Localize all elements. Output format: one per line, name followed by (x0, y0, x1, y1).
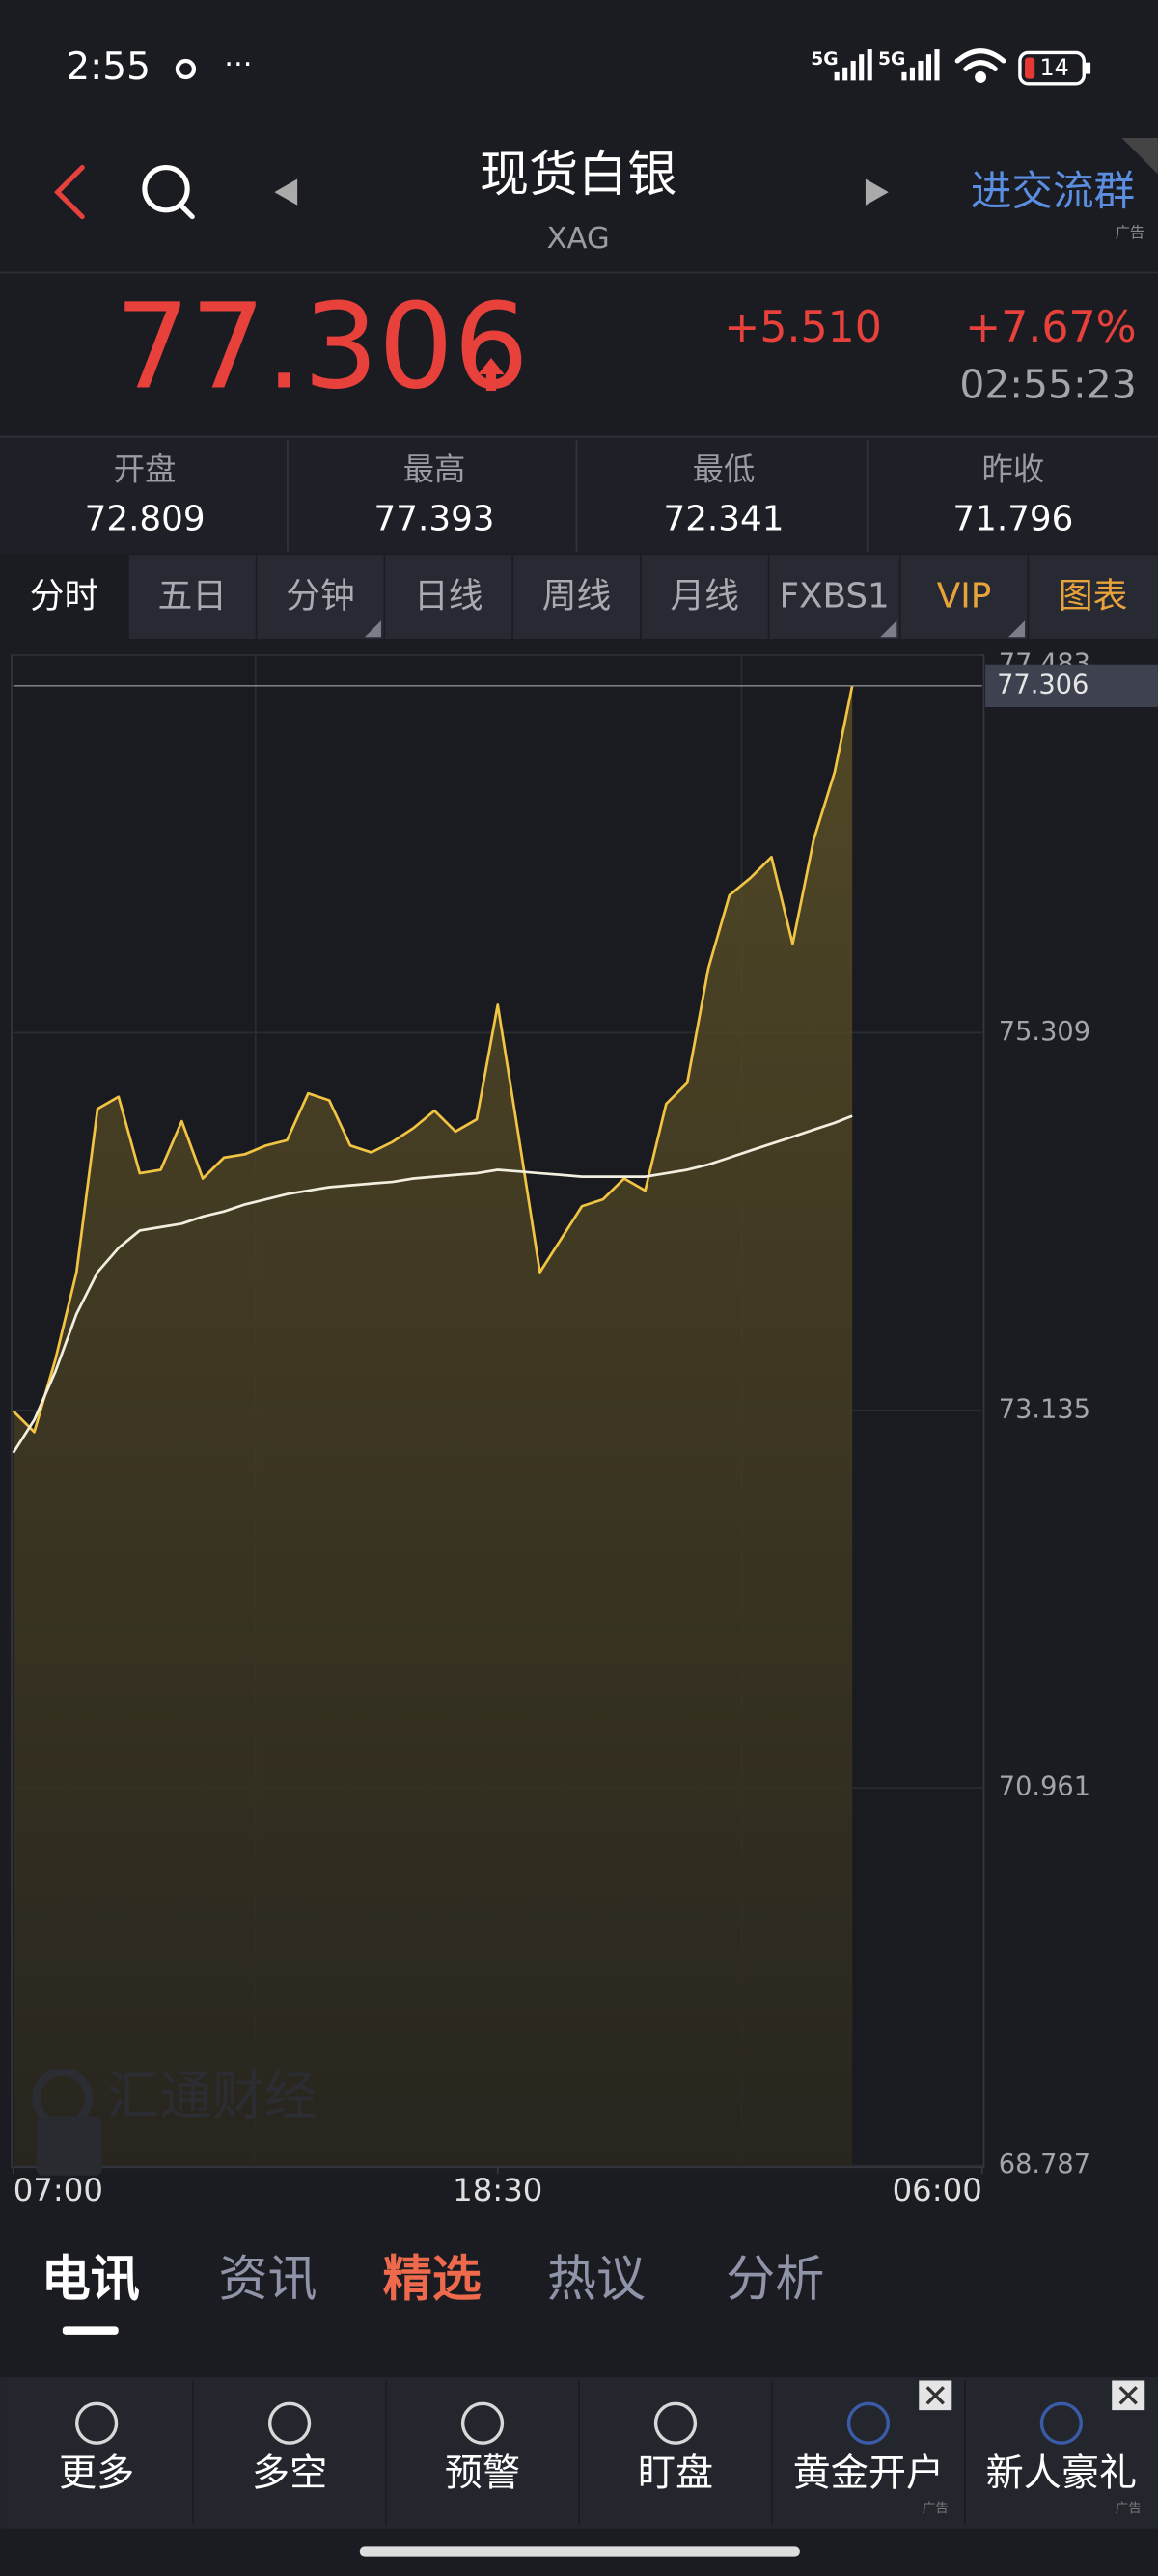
nav-icon (460, 2401, 505, 2445)
tab-bar (0, 555, 1158, 639)
wifi-icon (954, 48, 1006, 83)
y-tick-label: 73.135 (999, 1394, 1090, 1424)
ad-close-x (925, 2386, 945, 2405)
ad-label: 广告 (1116, 2501, 1142, 2516)
stats-row (0, 436, 1158, 554)
signal-icon (901, 49, 940, 81)
news-tab-indicator (62, 2326, 119, 2335)
nav-label[interactable]: 新人豪礼 (986, 2453, 1138, 2496)
network-label: 5G (811, 49, 838, 69)
battery-text: 14 (1039, 54, 1068, 81)
price-change: +5.510 (724, 303, 882, 352)
up-arrow (478, 357, 505, 392)
tab[interactable]: VIP (937, 576, 992, 616)
tab[interactable]: FXBS1 (779, 576, 889, 616)
ad-close-x (1118, 2386, 1138, 2405)
tab[interactable]: 周线 (542, 576, 611, 616)
tab[interactable]: 五日 (158, 576, 227, 616)
watermark: 汇通财经 (107, 2066, 317, 2127)
ad-label: 广告 (1116, 224, 1145, 241)
tab[interactable]: 分时 (30, 576, 98, 616)
last-price-box (985, 664, 1158, 707)
nav-label[interactable]: 多空 (252, 2453, 327, 2496)
news-tab[interactable]: 资讯 (218, 2251, 317, 2308)
stats-dividers (0, 435, 1158, 552)
news-tab[interactable]: 精选 (383, 2251, 482, 2308)
price-line (12, 685, 854, 1434)
home-indicator (359, 2546, 800, 2557)
tabs: 分时 五日 分钟 日线 周线 月线 FXBS1 VIP 图表 (30, 555, 1127, 639)
y-tick-label: 75.309 (999, 1017, 1090, 1047)
price: 77.306 (115, 277, 529, 415)
y-tick-label: 68.787 (999, 2150, 1090, 2179)
stat-label: 昨收 (982, 451, 1045, 487)
status-more: ··· (224, 48, 252, 82)
tab[interactable]: 分钟 (286, 576, 354, 616)
stat-value: 72.341 (663, 499, 784, 538)
signal-icon (834, 49, 872, 81)
tab-selected-bg (0, 555, 128, 639)
battery-tip (1085, 62, 1091, 74)
tab-dropdown (364, 620, 381, 638)
average-line (12, 1114, 853, 1454)
tab[interactable]: 月线 (670, 576, 738, 616)
nav-icon (653, 2401, 698, 2445)
nav-label[interactable]: 黄金开户 (793, 2453, 945, 2496)
prev-button[interactable] (274, 178, 298, 206)
tab[interactable]: 图表 (1059, 576, 1127, 616)
title: 现货白银 (480, 147, 676, 204)
nav-label[interactable]: 预警 (445, 2453, 520, 2496)
nav-label[interactable]: 盯盘 (638, 2453, 713, 2496)
stat-label: 最高 (403, 451, 466, 487)
nav-label[interactable]: 更多 (59, 2453, 134, 2496)
stat-value: 72.809 (85, 499, 206, 538)
news-tab[interactable]: 电讯 (41, 2251, 140, 2308)
stat-label: 最低 (693, 451, 756, 487)
news-tab[interactable]: 分析 (726, 2251, 824, 2308)
y-tick-label: 70.961 (999, 1772, 1090, 1802)
search-button[interactable] (142, 165, 195, 220)
nav-icon (1039, 2401, 1084, 2445)
stats: 开盘 72.809 最高 77.393 最低 72.341 昨收 71.796 (85, 451, 1074, 538)
stat-value: 77.393 (374, 499, 495, 538)
x-tick-label: 07:00 (14, 2172, 103, 2208)
battery-level (1025, 57, 1035, 79)
nav-icon (846, 2401, 891, 2445)
news-tab[interactable]: 热议 (547, 2251, 646, 2308)
next-button[interactable] (865, 178, 889, 206)
status-icon (175, 58, 197, 80)
nav-icon (74, 2401, 119, 2445)
stat-label: 开盘 (114, 451, 177, 487)
quote-time: 02:55:23 (959, 362, 1136, 408)
battery-icon (1018, 50, 1086, 86)
subtitle: XAG (547, 222, 610, 256)
news-tabs: 电讯 资讯 精选 热议 分析 (41, 2251, 825, 2308)
rotate-button[interactable] (36, 2116, 102, 2176)
x-tick-label: 06:00 (893, 2172, 982, 2208)
stat-value: 71.796 (952, 499, 1073, 538)
price-area (13, 685, 853, 2166)
nav-icon (267, 2401, 312, 2445)
last-price-label: 77.306 (997, 670, 1089, 699)
network-label: 5G (878, 49, 905, 69)
ad-label: 广告 (923, 2501, 949, 2516)
back-button[interactable] (54, 165, 85, 220)
status-time: 2:55 (66, 45, 151, 89)
x-tick-label: 18:30 (453, 2172, 542, 2208)
promo-link[interactable]: 进交流群 (971, 168, 1135, 215)
tab[interactable]: 日线 (414, 576, 482, 616)
price-change-pct: +7.67% (965, 303, 1137, 352)
